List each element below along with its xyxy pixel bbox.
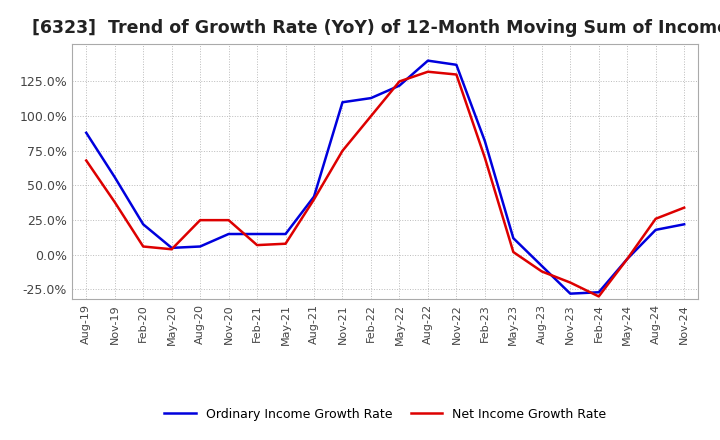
Net Income Growth Rate xyxy=(338,148,347,154)
Title: [6323]  Trend of Growth Rate (YoY) of 12-Month Moving Sum of Incomes: [6323] Trend of Growth Rate (YoY) of 12-… xyxy=(32,19,720,37)
Ordinary Income Growth Rate xyxy=(623,257,631,262)
Ordinary Income Growth Rate xyxy=(196,244,204,249)
Ordinary Income Growth Rate xyxy=(509,235,518,241)
Ordinary Income Growth Rate xyxy=(423,58,432,63)
Ordinary Income Growth Rate xyxy=(366,95,375,101)
Net Income Growth Rate xyxy=(537,269,546,274)
Ordinary Income Growth Rate xyxy=(480,139,489,144)
Ordinary Income Growth Rate xyxy=(338,99,347,105)
Ordinary Income Growth Rate xyxy=(452,62,461,67)
Net Income Growth Rate xyxy=(452,72,461,77)
Net Income Growth Rate xyxy=(395,79,404,84)
Net Income Growth Rate xyxy=(196,217,204,223)
Line: Net Income Growth Rate: Net Income Growth Rate xyxy=(86,72,684,297)
Ordinary Income Growth Rate xyxy=(253,231,261,237)
Net Income Growth Rate xyxy=(595,294,603,299)
Ordinary Income Growth Rate xyxy=(167,245,176,250)
Line: Ordinary Income Growth Rate: Ordinary Income Growth Rate xyxy=(86,61,684,293)
Ordinary Income Growth Rate xyxy=(139,222,148,227)
Net Income Growth Rate xyxy=(82,158,91,163)
Net Income Growth Rate xyxy=(623,257,631,262)
Net Income Growth Rate xyxy=(566,280,575,285)
Ordinary Income Growth Rate xyxy=(110,175,119,180)
Ordinary Income Growth Rate xyxy=(282,231,290,237)
Ordinary Income Growth Rate xyxy=(225,231,233,237)
Net Income Growth Rate xyxy=(253,242,261,248)
Ordinary Income Growth Rate xyxy=(652,227,660,232)
Net Income Growth Rate xyxy=(282,241,290,246)
Net Income Growth Rate xyxy=(167,247,176,252)
Net Income Growth Rate xyxy=(310,197,318,202)
Net Income Growth Rate xyxy=(480,155,489,160)
Ordinary Income Growth Rate xyxy=(680,222,688,227)
Ordinary Income Growth Rate xyxy=(537,263,546,268)
Net Income Growth Rate xyxy=(225,217,233,223)
Net Income Growth Rate xyxy=(139,244,148,249)
Net Income Growth Rate xyxy=(366,114,375,119)
Ordinary Income Growth Rate xyxy=(82,130,91,136)
Net Income Growth Rate xyxy=(680,205,688,210)
Net Income Growth Rate xyxy=(423,69,432,74)
Ordinary Income Growth Rate xyxy=(595,290,603,295)
Ordinary Income Growth Rate xyxy=(310,194,318,199)
Net Income Growth Rate xyxy=(110,199,119,205)
Net Income Growth Rate xyxy=(509,249,518,255)
Ordinary Income Growth Rate xyxy=(566,291,575,296)
Net Income Growth Rate xyxy=(652,216,660,221)
Legend: Ordinary Income Growth Rate, Net Income Growth Rate: Ordinary Income Growth Rate, Net Income … xyxy=(159,403,611,425)
Ordinary Income Growth Rate xyxy=(395,83,404,88)
